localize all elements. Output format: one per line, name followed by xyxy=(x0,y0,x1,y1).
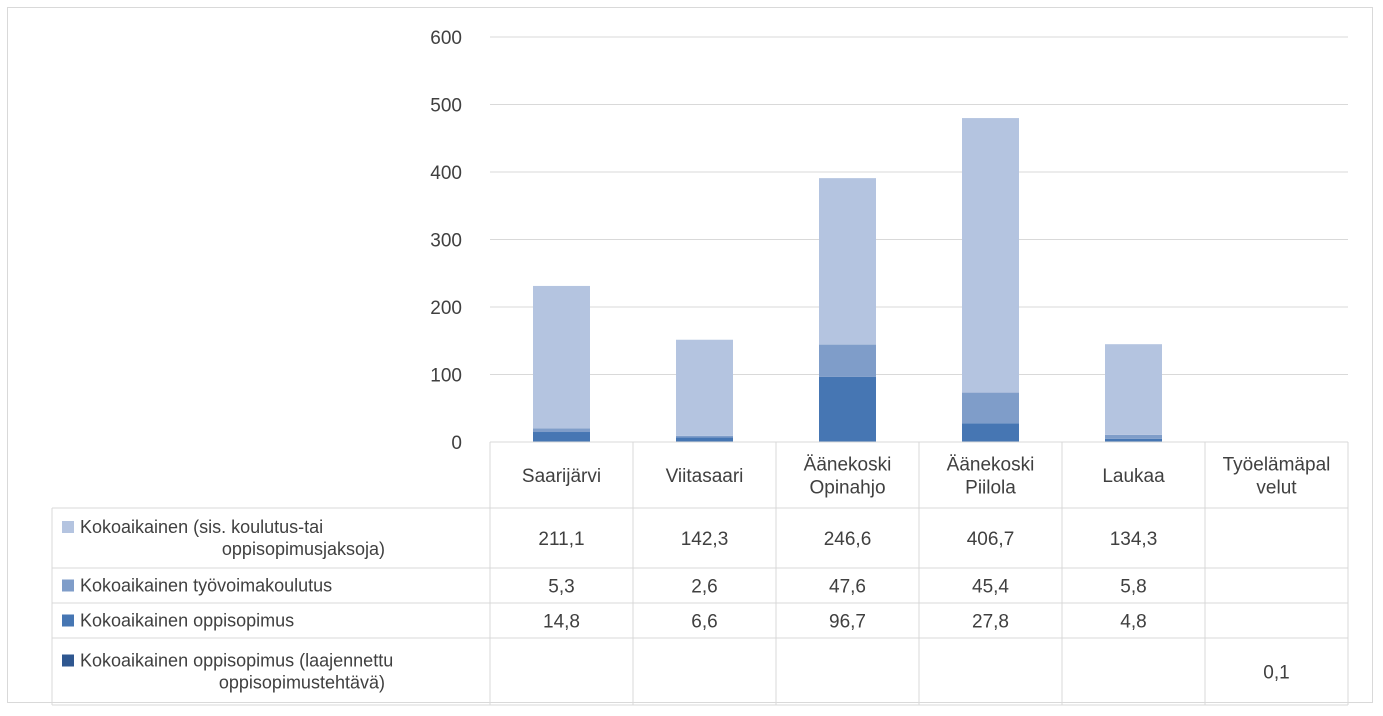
category-label: Opinahjo xyxy=(809,478,885,499)
bar-segment xyxy=(676,435,733,438)
y-tick-label: 600 xyxy=(430,28,462,49)
data-value-label: 96,7 xyxy=(829,612,866,633)
data-value-label: 246,6 xyxy=(824,529,872,550)
data-value-label: 2,6 xyxy=(691,577,717,598)
y-tick-label: 300 xyxy=(430,231,462,252)
y-tick-label: 500 xyxy=(430,96,462,117)
bar-segment xyxy=(533,428,590,433)
legend-key xyxy=(62,579,74,592)
category-label: velut xyxy=(1256,478,1297,499)
legend-label: Kokoaikainen oppisopimus (laajennettu xyxy=(80,651,393,671)
legend-label: Kokoaikainen työvoimakoulutus xyxy=(80,576,332,596)
data-value-label: 5,8 xyxy=(1120,577,1146,598)
bar-segment xyxy=(962,118,1019,393)
category-label: Saarijärvi xyxy=(522,466,601,487)
data-value-label: 142,3 xyxy=(681,529,729,550)
legend-key xyxy=(62,614,74,627)
y-tick-label: 200 xyxy=(430,298,462,319)
category-label: Äänekoski xyxy=(804,455,892,476)
data-value-label: 6,6 xyxy=(691,612,717,633)
category-label: Viitasaari xyxy=(666,466,744,487)
legend-label: oppisopimusjaksoja) xyxy=(222,539,385,559)
legend-key xyxy=(62,654,74,667)
legend-label: oppisopimustehtävä) xyxy=(219,673,385,693)
data-value-label: 406,7 xyxy=(967,529,1015,550)
legend-label: Kokoaikainen oppisopimus xyxy=(80,611,294,631)
y-tick-label: 0 xyxy=(451,433,462,454)
data-value-label: 134,3 xyxy=(1110,529,1158,550)
legend-label: Kokoaikainen (sis. koulutus-tai xyxy=(80,517,323,537)
bar-segment xyxy=(819,344,876,377)
bar-segment xyxy=(533,285,590,429)
y-tick-label: 400 xyxy=(430,163,462,184)
data-value-label: 14,8 xyxy=(543,612,580,633)
data-value-label: 211,1 xyxy=(538,529,584,550)
category-label: Piilola xyxy=(965,478,1016,499)
category-label: Laukaa xyxy=(1102,466,1165,487)
bar-segment xyxy=(1105,438,1162,442)
bar-segment xyxy=(962,392,1019,424)
bar-segment xyxy=(533,432,590,442)
bar-segment xyxy=(819,376,876,442)
bar-segment xyxy=(962,423,1019,442)
bar-segment xyxy=(819,178,876,345)
bar-segment xyxy=(1105,344,1162,435)
data-value-label: 5,3 xyxy=(548,577,574,598)
bar-segment xyxy=(676,437,733,442)
bar-segment xyxy=(676,339,733,436)
data-value-label: 47,6 xyxy=(829,577,866,598)
data-value-label: 4,8 xyxy=(1120,612,1146,633)
bar-segment xyxy=(1105,434,1162,439)
category-label: Työelämäpal xyxy=(1223,455,1331,476)
category-label: Äänekoski xyxy=(947,455,1035,476)
legend-key xyxy=(62,521,74,533)
y-tick-label: 100 xyxy=(430,366,462,387)
data-value-label: 45,4 xyxy=(972,577,1009,598)
data-value-label: 27,8 xyxy=(972,612,1009,633)
data-value-label: 0,1 xyxy=(1263,663,1289,684)
chart-border xyxy=(7,7,1373,703)
